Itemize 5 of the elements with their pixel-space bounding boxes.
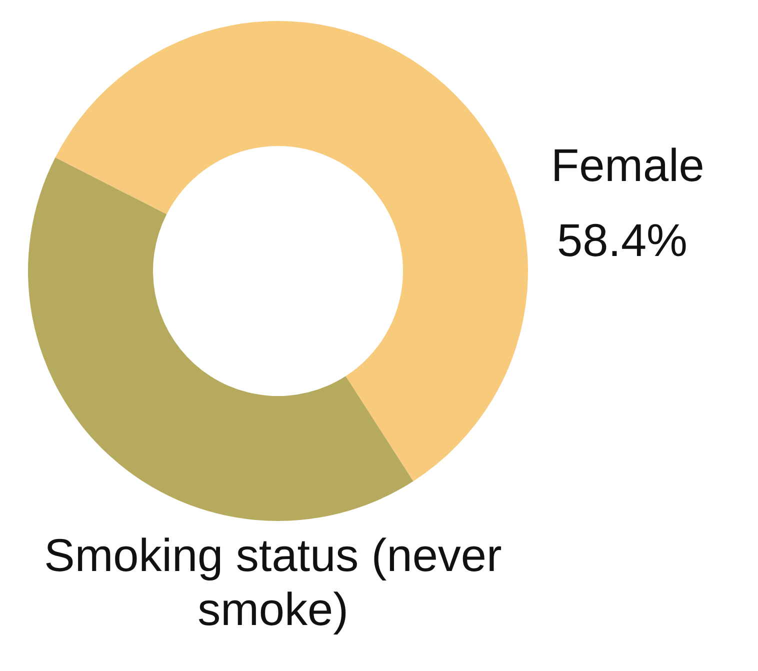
- data-label: 58.4%: [557, 214, 688, 266]
- text: Smoking status (never smoke): [43, 528, 503, 636]
- donut-slice: [28, 158, 414, 521]
- slice-label: Female: [551, 139, 704, 191]
- donut-slice: [55, 21, 528, 482]
